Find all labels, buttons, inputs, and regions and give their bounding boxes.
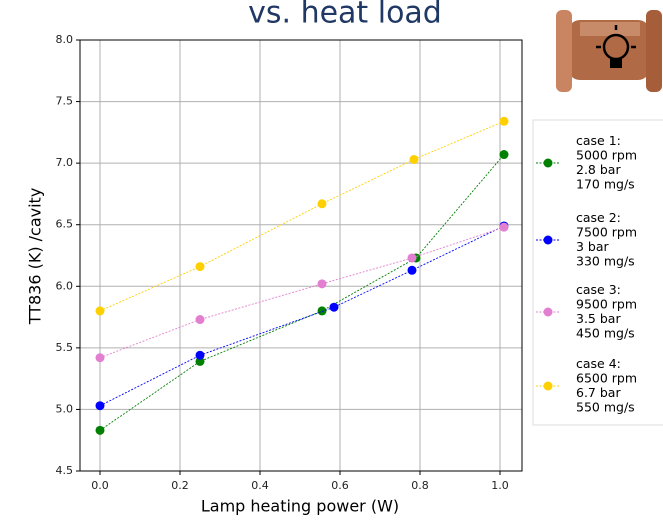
legend-label: 3 bar	[576, 239, 610, 254]
legend-label: case 2:	[576, 210, 621, 225]
legend-marker	[543, 158, 553, 168]
data-point	[317, 199, 327, 209]
chart-title: vs. heat load	[248, 0, 442, 31]
legend-label: 5000 rpm	[576, 147, 637, 162]
series-line	[99, 120, 505, 312]
data-point	[195, 315, 205, 325]
legend-label: 6500 rpm	[576, 370, 637, 385]
legend-marker	[543, 381, 553, 391]
data-point	[499, 150, 509, 160]
x-axis-label: Lamp heating power (W)	[201, 497, 399, 516]
y-tick-label: 5.5	[56, 341, 74, 354]
legend-label: 170 mg/s	[576, 176, 635, 191]
y-tick-label: 8.0	[56, 33, 74, 46]
legend-label: case 4:	[576, 356, 621, 371]
data-point	[407, 253, 417, 263]
data-point	[195, 356, 205, 366]
data-point	[317, 279, 327, 289]
data-point	[95, 306, 105, 316]
legend-box	[532, 119, 663, 426]
data-point	[195, 262, 205, 272]
y-tick-label: 5.0	[56, 402, 74, 415]
legend-label: 2.8 bar	[576, 162, 621, 177]
data-point	[317, 306, 327, 316]
legend-marker	[543, 307, 553, 317]
y-tick-label: 7.0	[56, 156, 74, 169]
x-tick-label: 0.2	[171, 479, 189, 492]
plot-frame	[79, 39, 523, 472]
data-point	[95, 353, 105, 363]
y-tick-label: 6.5	[56, 218, 74, 231]
legend-label: case 3:	[576, 282, 621, 297]
x-tick-label: 1.0	[491, 479, 509, 492]
x-tick-label: 0.8	[411, 479, 429, 492]
y-tick-label: 6.0	[56, 279, 74, 292]
y-tick-label: 4.5	[56, 464, 74, 477]
data-point	[195, 350, 205, 360]
legend-label: 6.7 bar	[576, 385, 621, 400]
x-tick-label: 0.6	[331, 479, 349, 492]
legend-label: 7500 rpm	[576, 224, 637, 239]
legend-label: 550 mg/s	[576, 399, 635, 414]
legend-label: 9500 rpm	[576, 296, 637, 311]
cavity-icon	[556, 10, 662, 92]
series-line	[99, 225, 505, 407]
series-line	[99, 154, 505, 431]
y-axis-label: TT836 (K) /cavity	[26, 188, 45, 326]
legend-label: 330 mg/s	[576, 253, 635, 268]
x-tick-label: 0.4	[251, 479, 269, 492]
data-point	[499, 222, 509, 232]
data-point	[95, 425, 105, 435]
data-point	[407, 265, 417, 275]
legend-marker	[543, 235, 553, 245]
data-point	[499, 116, 509, 126]
legend-label: 3.5 bar	[576, 311, 621, 326]
legend-label: case 1:	[576, 133, 621, 148]
data-point	[95, 401, 105, 411]
data-point	[409, 154, 419, 164]
series-line	[99, 226, 505, 359]
data-point	[329, 302, 339, 312]
y-tick-label: 7.5	[56, 95, 74, 108]
legend-label: 450 mg/s	[576, 325, 635, 340]
x-tick-label: 0.0	[91, 479, 109, 492]
